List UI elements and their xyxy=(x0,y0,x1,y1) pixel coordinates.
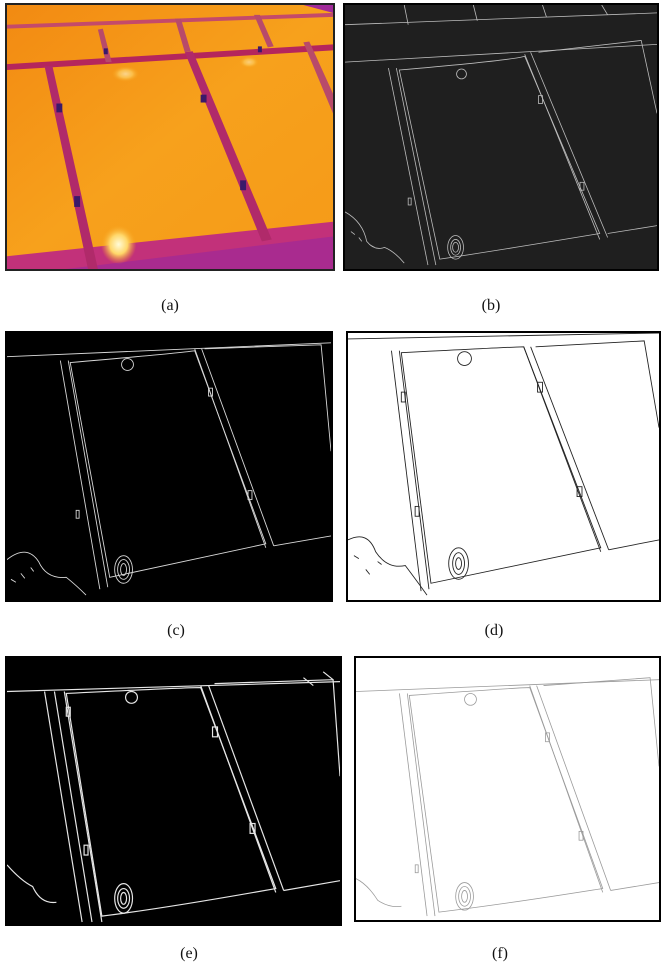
caption-d: (d) xyxy=(484,622,504,639)
edge-map-panel-c xyxy=(5,331,333,602)
edge-map-panel-b xyxy=(343,3,659,271)
edge-map-panel-e xyxy=(5,656,342,926)
edge-map-c xyxy=(7,333,331,600)
edge-map-e xyxy=(7,658,340,924)
caption-b: (b) xyxy=(481,297,501,314)
edge-map-panel-f xyxy=(354,656,661,922)
caption-c: (c) xyxy=(167,622,185,639)
edge-map-panel-d xyxy=(346,331,661,602)
edge-map-f xyxy=(356,658,659,920)
edge-map-b xyxy=(345,5,657,269)
caption-f: (f) xyxy=(492,945,508,962)
caption-e: (e) xyxy=(180,945,198,962)
caption-a: (a) xyxy=(161,297,179,314)
thermal-image-panel xyxy=(5,3,335,271)
thermal-image xyxy=(7,5,333,269)
edge-map-d xyxy=(348,333,659,600)
